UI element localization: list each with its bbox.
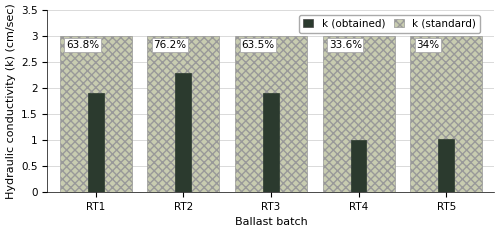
X-axis label: Ballast batch: Ballast batch — [234, 217, 308, 227]
Bar — [148, 36, 219, 192]
Bar — [438, 139, 454, 192]
Bar — [60, 36, 132, 192]
Text: 63.8%: 63.8% — [66, 40, 99, 50]
Text: 76.2%: 76.2% — [154, 40, 186, 50]
Bar — [88, 93, 104, 192]
Text: 63.5%: 63.5% — [241, 40, 274, 50]
Bar — [410, 36, 482, 192]
Bar — [263, 93, 279, 192]
Bar — [176, 73, 191, 192]
Text: 33.6%: 33.6% — [329, 40, 362, 50]
Text: 34%: 34% — [416, 40, 440, 50]
Bar — [235, 36, 307, 192]
Bar — [350, 140, 366, 192]
Y-axis label: Hydraulic conductivity (k) (cm/sec): Hydraulic conductivity (k) (cm/sec) — [6, 3, 16, 199]
Bar — [322, 36, 394, 192]
Legend: k (obtained), k (standard): k (obtained), k (standard) — [299, 15, 480, 33]
